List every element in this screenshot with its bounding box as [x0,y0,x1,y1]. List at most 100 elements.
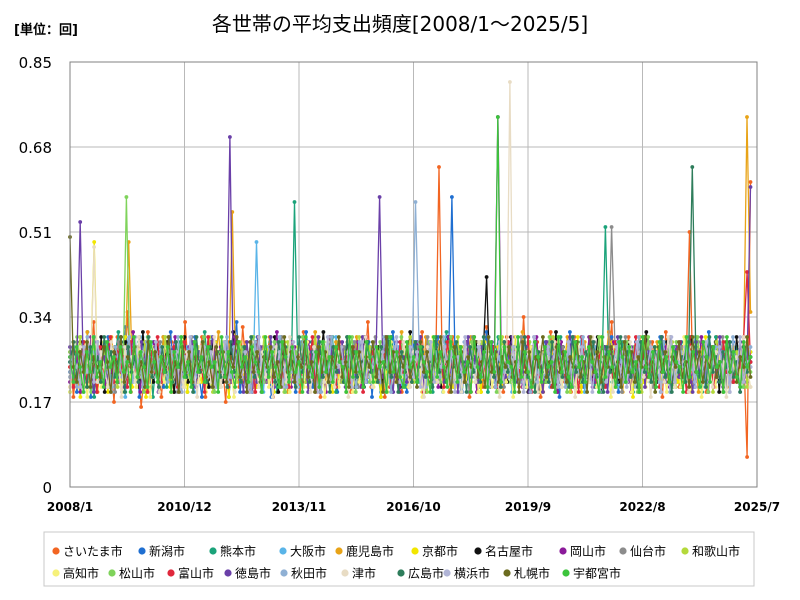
data-point [378,340,383,344]
data-point [630,370,635,374]
data-point [148,340,153,344]
data-point [551,335,555,339]
data-point [674,360,679,364]
data-point [248,340,253,344]
data-point [563,385,568,389]
data-point [463,335,468,339]
x-tick-label: 2019/9 [505,500,551,514]
data-point [550,340,554,344]
data-point [428,390,433,394]
data-point [252,375,257,379]
data-point [202,330,207,334]
data-point [394,335,399,339]
data-point [322,395,327,399]
data-point [161,385,166,389]
data-point [565,335,570,339]
data-point [458,345,463,349]
data-point [559,370,564,374]
data-point [619,385,624,389]
legend-marker [209,547,217,555]
data-point [293,390,298,394]
data-point [209,365,214,369]
data-point [102,335,107,339]
data-point [182,340,187,344]
data-point [717,345,722,349]
data-point [644,330,649,334]
data-point [334,335,338,339]
data-point [399,335,404,339]
data-point [85,395,90,399]
data-point [609,395,613,399]
data-point [352,340,357,344]
data-point [88,385,93,389]
data-point [635,340,639,344]
data-point [748,385,753,389]
data-point [415,350,419,354]
data-point [532,335,536,339]
data-point [95,380,100,384]
data-point [276,340,281,344]
data-point [254,240,259,244]
data-point [241,390,246,394]
data-point [459,390,464,394]
data-point [618,335,623,339]
data-point [123,395,128,399]
data-point [157,390,162,394]
data-point [273,365,278,369]
data-point [721,390,726,394]
data-point [564,380,569,384]
legend-label: 京都市 [422,544,458,559]
data-point [620,355,625,359]
data-point [109,340,114,344]
y-tick-label: 0.51 [19,224,52,242]
data-point [381,360,386,364]
data-point [466,355,470,359]
data-point [467,395,472,399]
data-point [721,350,725,354]
data-point [360,340,364,344]
data-point [600,335,605,339]
data-point [228,135,232,139]
data-point [520,330,525,334]
legend-marker [503,569,511,577]
data-point [526,370,530,374]
data-point [158,340,163,344]
data-point [316,345,321,349]
data-point [293,370,298,374]
data-point [477,340,481,344]
data-point [268,335,273,339]
data-point [155,335,160,339]
data-point [346,395,351,399]
data-point [394,380,399,384]
data-point [310,375,315,379]
data-point [78,365,82,369]
data-point [336,335,341,339]
data-point [290,345,295,349]
data-point [325,335,330,339]
data-point [307,365,312,369]
data-point [438,335,443,339]
data-point [297,335,301,339]
data-point [629,390,634,394]
data-point [659,335,664,339]
data-point [624,385,629,389]
data-point [648,395,653,399]
data-point [280,340,285,344]
data-point [505,370,510,374]
data-point [469,390,473,394]
data-point [418,340,423,344]
data-point [718,360,722,364]
data-point [690,390,695,394]
data-point [344,390,349,394]
data-point [379,345,384,349]
data-point [452,345,457,349]
data-point [728,370,733,374]
data-point [85,385,89,389]
data-point [212,360,217,364]
legend-label: 鹿児島市 [346,544,394,559]
data-point [116,330,121,334]
data-point [135,375,140,379]
data-point [145,390,150,394]
data-point [151,380,156,384]
data-point [622,340,627,344]
